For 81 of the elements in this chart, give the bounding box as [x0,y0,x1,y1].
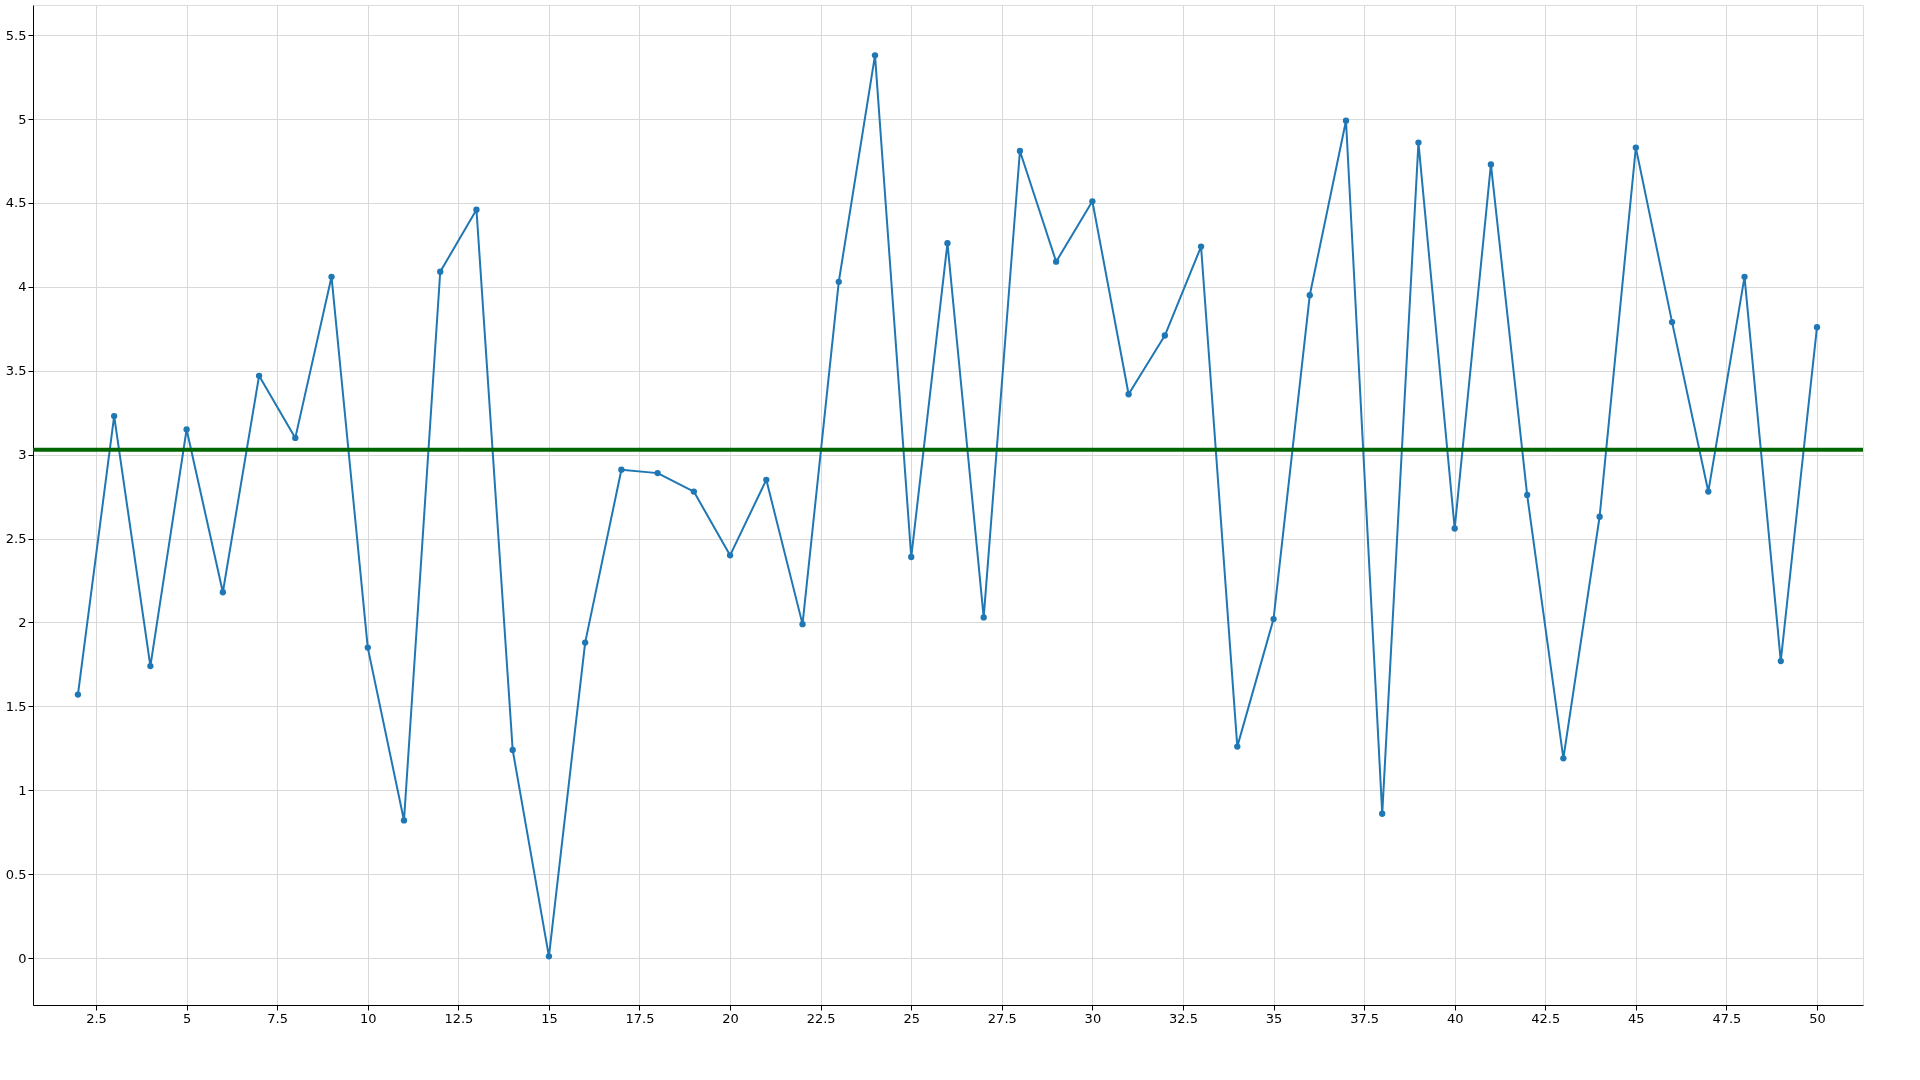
point [545,953,553,960]
y-tick-label: 2 [18,614,27,630]
y-tick-label: 5.5 [5,27,27,43]
x-tick-label: 27.5 [987,1010,1017,1026]
point [1668,318,1676,326]
point [1052,258,1060,265]
y-tick-label: 2.5 [5,531,27,547]
point [183,426,190,433]
point [1632,144,1639,151]
point [255,372,263,379]
x-tick-label: 32.5 [1168,1010,1198,1026]
point [1705,488,1712,495]
y-tick-label: 3.5 [5,363,27,379]
y-tick-label: 0 [18,950,27,966]
point [1741,273,1748,280]
x-tick-label: 42.5 [1531,1010,1561,1026]
x-tick-label: 7.5 [267,1010,289,1026]
point [654,469,661,477]
point [292,434,299,442]
x-tick-label: 17.5 [625,1010,655,1026]
y-tick-label: 4 [18,279,27,295]
point [690,488,698,495]
point [980,614,987,621]
x-tick-label: 25 [903,1010,920,1026]
x-tick-label: 5 [182,1010,192,1026]
point [328,273,335,280]
y-tick-label: 3 [18,447,27,463]
y-tick-label: 5 [18,111,27,127]
point [110,412,118,420]
point [1451,525,1458,532]
point [1197,243,1205,250]
point [581,639,589,646]
point [1161,332,1168,339]
x-tick-label: 47.5 [1712,1010,1742,1026]
point [219,589,227,596]
point [1125,391,1132,398]
point [509,746,516,754]
point [1306,292,1313,299]
x-tick-label: 45 [1628,1010,1645,1026]
point [1596,513,1603,520]
point [1089,198,1096,205]
point [618,466,625,473]
point [473,206,480,213]
point [763,476,770,483]
x-tick-label: 50 [1809,1010,1826,1026]
x-tick-label: 15 [541,1010,558,1026]
point [726,552,734,559]
point [1342,117,1350,124]
x-tick-label: 30 [1084,1010,1102,1026]
point [400,817,408,824]
y-tick-label: 1 [18,782,27,798]
point [1270,615,1277,623]
y-tick-label: 4.5 [5,195,27,211]
point [147,662,154,670]
point [364,644,371,651]
x-tick-label: 10 [360,1010,377,1026]
point [1560,755,1567,762]
point [835,278,842,285]
point [1487,161,1495,168]
point [1813,323,1821,331]
point [1379,810,1386,817]
x-tick-label: 40 [1446,1010,1464,1026]
point [908,553,915,561]
point [1234,743,1241,750]
point [437,268,444,275]
point [871,52,879,59]
x-tick-label: 20 [722,1010,739,1026]
point [799,620,806,628]
point [1523,491,1531,499]
x-tick-label: 2.5 [86,1010,107,1026]
point [1016,147,1024,155]
point [944,240,951,247]
point [74,691,82,698]
y-tick-label: 1.5 [5,698,27,714]
x-tick-label: 35 [1265,1010,1283,1026]
x-tick-label: 22.5 [806,1010,836,1026]
point [1415,139,1422,146]
point [1777,657,1784,665]
x-tick-label: 12.5 [444,1010,474,1026]
x-tick-label: 37.5 [1350,1010,1380,1026]
y-tick-label: 0.5 [5,866,27,882]
